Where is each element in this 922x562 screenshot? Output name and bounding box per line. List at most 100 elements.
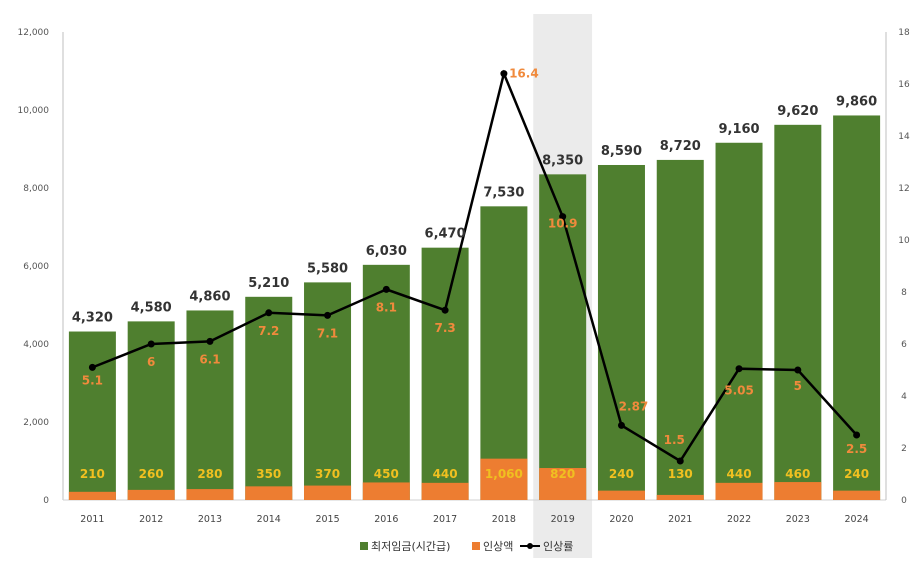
wage-value-label: 9,860 xyxy=(836,94,877,109)
rate-point xyxy=(735,365,743,373)
right-tick-label: 16 xyxy=(898,80,910,90)
left-tick-label: 10,000 xyxy=(18,106,50,116)
bar-wage xyxy=(539,174,587,500)
increase-value-label: 820 xyxy=(550,467,575,481)
left-tick-label: 4,000 xyxy=(23,340,49,350)
right-tick-label: 18 xyxy=(898,28,910,38)
legend-marker-rate xyxy=(527,543,533,549)
right-tick-label: 6 xyxy=(901,340,907,350)
x-tick-label: 2021 xyxy=(668,514,692,525)
x-tick-label: 2022 xyxy=(727,514,751,525)
rate-value-label: 2.5 xyxy=(846,442,867,456)
increase-value-label: 460 xyxy=(785,467,810,481)
rate-value-label: 6 xyxy=(147,355,155,369)
wage-value-label: 8,350 xyxy=(542,153,583,168)
bar-increase xyxy=(362,482,410,500)
rate-point xyxy=(265,309,273,317)
x-tick-label: 2017 xyxy=(433,514,457,525)
rate-point xyxy=(441,306,449,314)
legend-swatch-wage xyxy=(360,542,368,550)
rate-point xyxy=(500,70,508,78)
wage-value-label: 8,720 xyxy=(660,139,701,154)
rate-value-label: 16.4 xyxy=(509,67,539,81)
legend-swatch-increase xyxy=(472,542,480,550)
data-labels: 4,320 210 5.1 4,580 260 6 4,860 280 6.1 5,210 350 7… xyxy=(72,67,877,481)
left-tick-label: 2,000 xyxy=(23,418,49,428)
rate-value-label: 5.1 xyxy=(82,373,103,387)
bar-wage xyxy=(245,296,293,500)
bar-wage xyxy=(68,331,116,500)
bar-increase xyxy=(186,489,234,500)
increase-value-label: 130 xyxy=(668,467,693,481)
increase-value-label: 280 xyxy=(197,467,222,481)
increase-value-label: 240 xyxy=(609,467,634,481)
bar-increase xyxy=(68,491,116,500)
rate-point xyxy=(559,213,567,221)
bar-increase xyxy=(421,482,469,500)
bar-increase xyxy=(127,489,175,500)
rate-value-label: 6.1 xyxy=(199,352,220,366)
left-tick-label: 0 xyxy=(43,496,49,506)
rate-value-label: 7.3 xyxy=(434,321,455,335)
wage-value-label: 9,620 xyxy=(777,104,818,119)
increase-value-label: 210 xyxy=(80,467,105,481)
bar-increase xyxy=(774,482,822,500)
left-tick-label: 6,000 xyxy=(23,262,49,272)
increase-value-label: 260 xyxy=(139,467,164,481)
rate-value-label: 2.87 xyxy=(619,399,649,413)
rate-point xyxy=(88,363,96,371)
legend-label-increase: 인상액 xyxy=(483,540,513,553)
bar-increase xyxy=(597,490,645,500)
x-axis: 2011 2012 2013 2014 2015 2016 2017 2018 2019 2020… xyxy=(80,514,868,525)
bar-increase xyxy=(245,486,293,500)
rate-point xyxy=(382,285,390,293)
right-tick-label: 12 xyxy=(898,184,909,194)
bar-increase xyxy=(656,494,704,500)
wage-value-label: 9,160 xyxy=(718,122,759,137)
bar-increase xyxy=(480,458,528,500)
x-tick-label: 2014 xyxy=(257,514,281,525)
x-tick-label: 2013 xyxy=(198,514,222,525)
x-tick-label: 2018 xyxy=(492,514,516,525)
rate-polyline xyxy=(91,69,858,463)
bar-wage xyxy=(421,247,469,500)
bar-increase xyxy=(539,468,587,500)
x-tick-label: 2023 xyxy=(786,514,810,525)
bar-wage xyxy=(362,264,410,500)
bar-wage xyxy=(774,124,822,500)
wage-value-label: 4,320 xyxy=(72,311,113,326)
increase-value-label: 440 xyxy=(727,467,752,481)
increase-value-label: 1,060 xyxy=(485,467,523,481)
wage-value-label: 6,030 xyxy=(366,244,407,259)
wage-value-label: 4,580 xyxy=(131,300,172,315)
x-tick-label: 2011 xyxy=(80,514,104,525)
increase-value-label: 350 xyxy=(256,467,281,481)
increase-value-label: 440 xyxy=(433,467,458,481)
x-tick-label: 2024 xyxy=(845,514,869,525)
rate-point xyxy=(676,457,684,465)
legend-label-wage: 최저임금(시간급) xyxy=(371,540,450,553)
rate-point xyxy=(853,431,861,439)
wage-value-label: 6,470 xyxy=(425,227,466,242)
rate-value-label: 5 xyxy=(794,379,802,393)
x-tick-label: 2019 xyxy=(551,514,575,525)
wage-value-label: 5,210 xyxy=(248,276,289,291)
right-tick-label: 2 xyxy=(901,444,907,454)
bar-wage xyxy=(656,159,704,501)
right-tick-label: 4 xyxy=(901,392,907,402)
x-tick-label: 2016 xyxy=(374,514,398,525)
rate-line xyxy=(88,69,861,465)
bar-wage xyxy=(597,164,645,501)
legend: 최저임금(시간급) 인상액 인상률 xyxy=(360,540,573,553)
right-axis: 0 2 4 6 8 10 12 14 16 18 xyxy=(885,28,910,506)
increase-value-label: 240 xyxy=(844,467,869,481)
bar-wage xyxy=(480,206,528,500)
wage-value-label: 7,530 xyxy=(483,185,524,200)
increase-value-label: 450 xyxy=(374,467,399,481)
x-tick-label: 2012 xyxy=(139,514,163,525)
rate-point xyxy=(324,311,332,319)
wage-value-label: 8,590 xyxy=(601,144,642,159)
rate-point xyxy=(147,340,155,348)
